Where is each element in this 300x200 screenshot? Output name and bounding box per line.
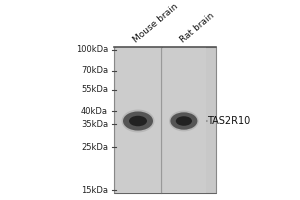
- Text: Mouse brain: Mouse brain: [132, 2, 180, 45]
- Text: 100kDa: 100kDa: [76, 45, 108, 54]
- Bar: [163, 47, 206, 193]
- Bar: [116, 47, 160, 193]
- Ellipse shape: [170, 112, 197, 130]
- Ellipse shape: [123, 111, 153, 131]
- Bar: [114, 47, 216, 193]
- Text: 25kDa: 25kDa: [81, 143, 108, 152]
- Text: Rat brain: Rat brain: [179, 11, 216, 45]
- Text: TAS2R10: TAS2R10: [207, 116, 250, 126]
- Text: 15kDa: 15kDa: [81, 186, 108, 195]
- Ellipse shape: [176, 116, 192, 126]
- Ellipse shape: [122, 110, 154, 132]
- Text: 55kDa: 55kDa: [81, 85, 108, 94]
- Ellipse shape: [129, 116, 147, 126]
- Text: 70kDa: 70kDa: [81, 66, 108, 75]
- Ellipse shape: [169, 111, 199, 131]
- Text: 40kDa: 40kDa: [81, 107, 108, 116]
- Text: 35kDa: 35kDa: [81, 120, 108, 129]
